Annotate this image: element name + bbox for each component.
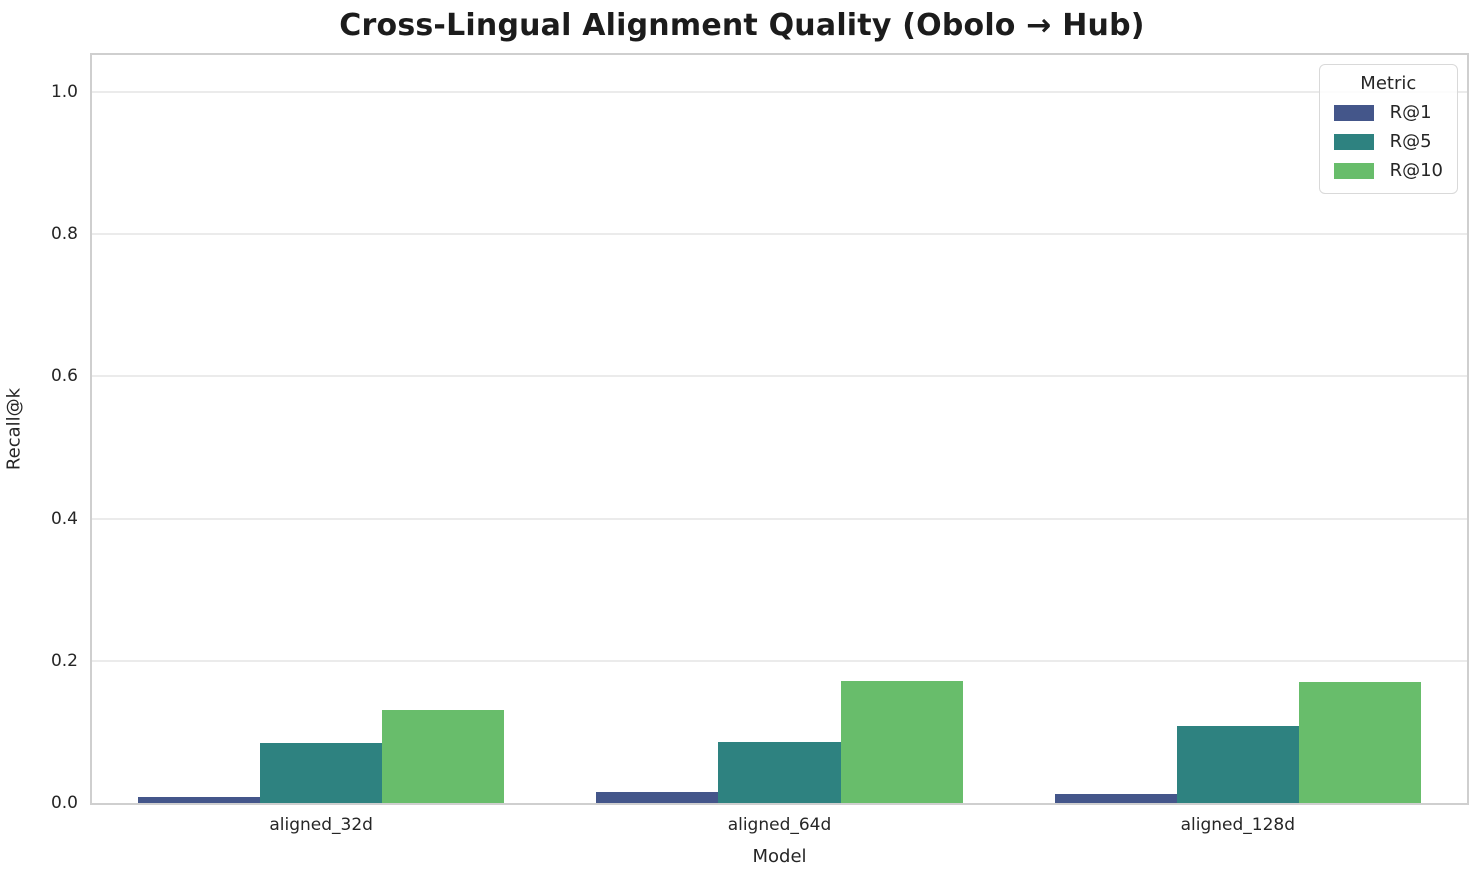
y-tick-label: 0.8	[50, 224, 78, 245]
gridline	[92, 659, 1467, 662]
legend-item-R@10: R@10	[1333, 160, 1443, 181]
bar-aligned_32d-R@10	[382, 709, 505, 803]
legend: Metric R@1 R@5 R@10	[1318, 64, 1458, 194]
legend-item-R@1: R@1	[1333, 102, 1443, 123]
legend-swatch-icon	[1333, 162, 1374, 179]
legend-swatch-icon	[1333, 133, 1374, 150]
y-tick-label: 0.4	[50, 508, 78, 529]
chart-title: Cross-Lingual Alignment Quality (Obolo →…	[339, 8, 1145, 43]
legend-swatch-icon	[1333, 104, 1374, 121]
x-axis-label: Model	[752, 846, 807, 867]
bar-aligned_64d-R@1	[596, 791, 719, 803]
gridline	[92, 517, 1467, 520]
y-tick-label: 0.6	[50, 366, 78, 387]
y-tick-label: 0.0	[50, 793, 78, 813]
y-tick-label: 0.2	[50, 650, 78, 671]
gridline	[92, 90, 1467, 93]
legend-title: Metric	[1360, 73, 1417, 94]
x-tick-label: aligned_32d	[269, 815, 373, 835]
bar-aligned_32d-R@5	[260, 743, 383, 803]
bar-aligned_32d-R@1	[137, 797, 261, 803]
legend-label: R@1	[1389, 102, 1432, 123]
legend-item-R@5: R@5	[1333, 131, 1443, 152]
y-axis-label: Recall@k	[3, 387, 25, 471]
x-tick-label: aligned_64d	[727, 815, 832, 835]
bar-aligned_64d-R@10	[840, 680, 963, 803]
gridline	[92, 375, 1467, 378]
legend-label: R@5	[1389, 131, 1432, 152]
bar-aligned_128d-R@5	[1176, 726, 1299, 803]
plot-area: Metric R@1 R@5 R@10 0.0 0.2 0.4 0.6 0.8 1.0 alig…	[51, 53, 1469, 835]
bar-aligned_128d-R@10	[1298, 682, 1422, 803]
x-tick-label: aligned_128d	[1180, 815, 1296, 835]
y-tick-label: 1.0	[50, 81, 78, 102]
bar-aligned_64d-R@5	[718, 741, 841, 803]
gridline	[92, 233, 1467, 236]
legend-label: R@10	[1389, 160, 1443, 181]
bar-aligned_128d-R@1	[1054, 794, 1177, 803]
